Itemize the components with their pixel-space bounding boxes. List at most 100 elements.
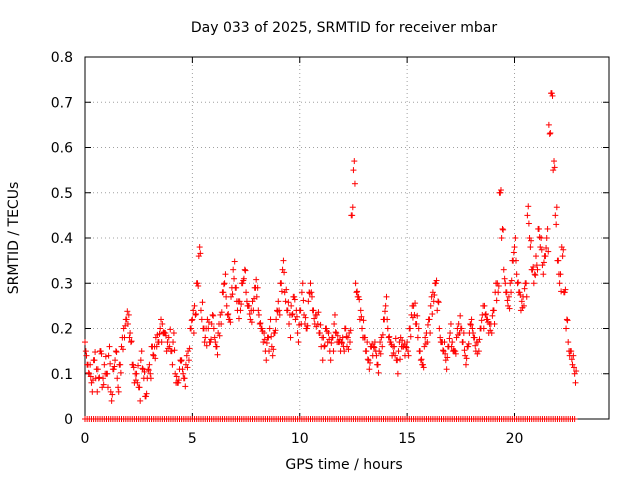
data-point [525,203,532,210]
data-point [545,121,552,128]
data-point [512,235,519,241]
data-point [227,319,234,326]
data-point [560,246,567,253]
data-point [295,339,302,346]
chart-title: Day 033 of 2025, SRMTID for receiver mba… [191,20,498,36]
data-point [399,337,406,344]
data-point [481,302,488,309]
data-point [238,301,245,308]
data-point [258,325,265,332]
data-point [497,189,504,196]
data-point [257,320,264,327]
data-point [130,361,137,368]
data-point [188,317,195,324]
data-point [302,314,309,321]
data-point [280,257,287,264]
data-point [115,388,122,395]
data-point [349,204,356,211]
data-point [271,330,278,337]
data-point [494,280,501,287]
data-point [487,327,494,334]
data-point [424,321,431,328]
data-point [362,334,369,341]
data-point [447,320,454,327]
data-point [441,339,448,346]
data-point [126,334,133,341]
data-point [364,356,371,363]
data-point [267,316,274,323]
data-point [298,289,305,296]
data-point [412,300,419,307]
data-point [254,284,261,291]
data-point [533,262,540,269]
data-point [108,397,115,404]
data-point [294,330,301,337]
y-tick-label: 0.3 [51,276,73,292]
data-point [299,280,306,287]
data-point [453,334,460,341]
data-point [220,289,227,296]
data-point [540,259,547,266]
data-point [402,343,409,350]
data-point [524,212,531,219]
data-point [432,280,439,287]
data-point [395,348,402,355]
data-point [359,325,366,332]
data-point [374,361,381,368]
data-point [231,258,238,265]
data-point [371,339,378,346]
data-point [429,289,436,296]
data-point [304,325,311,332]
y-tick-label: 0.1 [51,367,73,383]
data-point [547,130,554,137]
data-point [276,311,283,318]
data-point [530,263,537,270]
data-point [101,361,108,368]
data-point [334,332,341,339]
data-point [120,325,127,332]
data-point [440,348,447,355]
data-point [158,339,165,346]
data-point [253,276,260,283]
data-point [85,369,92,376]
data-point [91,357,98,364]
data-point [237,307,244,314]
data-point [181,375,188,382]
data-point [495,282,502,289]
data-point [366,359,373,366]
data-point [384,325,391,332]
data-point [130,364,137,371]
data-point [218,309,225,316]
data-point [105,352,112,359]
data-point [229,291,236,298]
data-point [504,297,511,304]
data-point [349,212,356,219]
data-point [197,250,204,257]
data-point [386,333,393,340]
data-point [243,289,250,296]
data-point [427,330,434,337]
data-point [82,348,89,355]
data-point [339,334,346,341]
data-point [434,307,441,314]
data-point [142,393,149,400]
data-point [248,319,255,326]
data-point [308,293,315,300]
data-point [246,311,253,318]
data-point [443,366,450,373]
data-point [324,339,331,346]
data-point [468,316,475,323]
data-point [194,280,201,287]
data-point [507,280,514,287]
data-point [539,262,546,269]
data-point [346,330,353,337]
data-point [192,311,199,318]
data-point [431,292,438,299]
data-point [218,320,225,327]
data-point [435,298,442,305]
data-point [198,316,205,323]
data-point [156,330,163,337]
data-point [317,321,324,328]
data-point [165,334,172,341]
